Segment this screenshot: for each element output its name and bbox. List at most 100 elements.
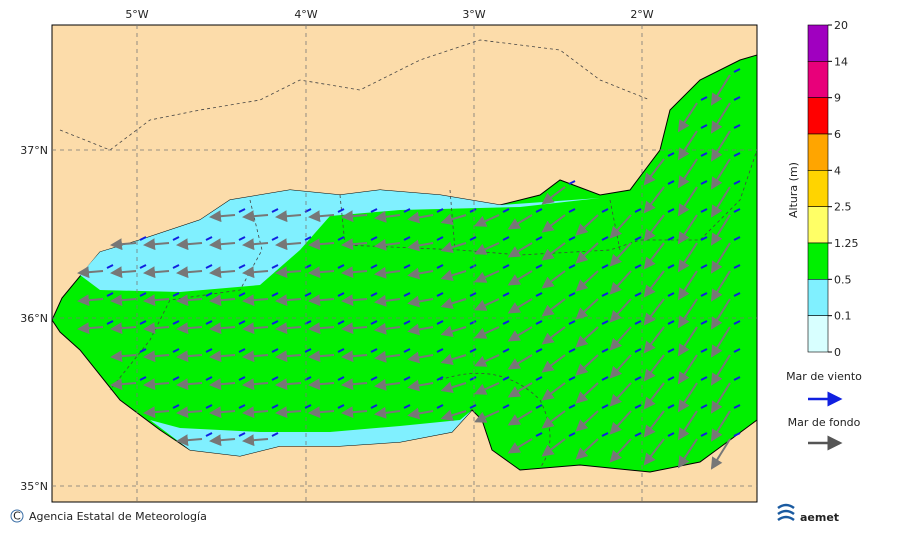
- wind-sea-arrow: [337, 264, 345, 269]
- wind-sea-arrow: [634, 432, 642, 437]
- wind-sea-arrow: [634, 348, 642, 353]
- swell-arrow: [77, 266, 104, 279]
- colorbar-tick-label: 2.5: [834, 201, 852, 214]
- wind-sea-arrow: [271, 376, 279, 381]
- swell-arrow: [275, 350, 302, 363]
- swell-arrow: [677, 214, 698, 245]
- legend-wind-sea: Mar de viento: [786, 370, 862, 383]
- wind-sea-arrow: [667, 376, 675, 381]
- lon-label: 2°W: [630, 8, 653, 21]
- wind-sea-arrow: [502, 320, 510, 325]
- swell-arrow: [209, 238, 236, 251]
- wind-sea-arrow: [469, 320, 477, 325]
- swell-arrow: [308, 294, 335, 307]
- swell-arrow: [440, 213, 467, 226]
- wind-sea-arrow: [667, 152, 675, 157]
- wind-sea-arrow: [469, 236, 477, 241]
- wind-sea-arrow: [370, 236, 378, 241]
- swell-arrow: [710, 242, 731, 274]
- wind-sea-arrow: [733, 208, 741, 213]
- wind-sea-arrow: [502, 208, 510, 213]
- swell-arrow: [440, 297, 467, 310]
- swell-arrow: [242, 266, 269, 279]
- wind-sea-arrow: [205, 348, 213, 353]
- swell-arrow: [242, 238, 269, 251]
- swell-arrow: [677, 410, 698, 441]
- swell-arrow: [374, 266, 401, 279]
- wind-sea-arrow: [568, 208, 576, 213]
- swell-arrow: [575, 438, 599, 460]
- wind-sea-arrow: [403, 404, 411, 409]
- wind-sea-arrow: [370, 208, 378, 213]
- colorbar-bin: [807, 61, 829, 98]
- wind-sea-arrow: [535, 264, 543, 269]
- wind-sea-arrow: [568, 180, 576, 185]
- wind-sea-arrow: [436, 292, 444, 297]
- swell-arrow: [143, 322, 170, 335]
- wind-sea-arrow: [205, 404, 213, 409]
- wind-sea-arrow: [700, 96, 708, 101]
- swell-arrow: [677, 158, 698, 189]
- wind-sea-arrow: [139, 376, 147, 381]
- swell-arrow: [710, 410, 731, 442]
- swell-arrow: [609, 382, 632, 407]
- swell-arrow: [110, 238, 137, 251]
- wind-sea-arrow: [469, 264, 477, 269]
- swell-arrow: [374, 238, 401, 251]
- wind-sea-arrow: [634, 236, 642, 241]
- wind-sea-arrow: [733, 68, 741, 73]
- swell-arrow: [677, 270, 698, 301]
- colorbar-bin: [807, 279, 829, 316]
- lon-label: 3°W: [462, 8, 485, 21]
- swell-arrow: [308, 350, 335, 363]
- wind-sea-arrow: [634, 208, 642, 213]
- swell-arrow: [440, 241, 467, 254]
- colorbar-bin: [807, 133, 829, 171]
- swell-arrow: [710, 102, 731, 134]
- wind-sea-arrow: [271, 208, 279, 213]
- colorbar-tick-label: 6: [834, 128, 841, 141]
- swell-arrow: [275, 406, 302, 419]
- swell-arrow: [242, 406, 269, 419]
- swell-arrow: [242, 322, 269, 335]
- colorbar-tick-label: 0.1: [834, 310, 852, 323]
- swell-arrow: [541, 298, 566, 317]
- wind-sea-arrow: [370, 404, 378, 409]
- credit: Agencia Estatal de Meteorología: [29, 510, 207, 523]
- colorbar-bin: [807, 24, 829, 62]
- wind-sea-arrow: [667, 292, 675, 297]
- swell-arrow: [710, 438, 731, 470]
- lon-label: 5°W: [125, 8, 148, 21]
- wind-sea-arrow: [667, 180, 675, 185]
- wind-sea-arrow: [469, 348, 477, 353]
- swell-arrow: [710, 298, 731, 330]
- swell-arrow: [474, 382, 500, 395]
- swell-arrow: [308, 378, 335, 391]
- wind-sea-arrow: [172, 348, 180, 353]
- swell-arrow: [507, 438, 533, 454]
- wind-sea-arrow: [304, 292, 312, 297]
- wind-sea-arrow: [238, 404, 246, 409]
- swell-arrow: [643, 438, 665, 466]
- swell-arrow: [242, 294, 269, 307]
- wind-sea-arrow: [238, 348, 246, 353]
- wind-sea-arrow: [469, 376, 477, 381]
- swell-arrow: [609, 438, 632, 463]
- swell-arrow: [710, 74, 731, 106]
- wind-sea-arrow: [502, 292, 510, 297]
- swell-arrow: [541, 326, 566, 345]
- wind-sea-arrow: [337, 236, 345, 241]
- wind-sea-arrow: [139, 264, 147, 269]
- wind-sea-arrow: [106, 292, 114, 297]
- swell-arrow: [507, 326, 533, 342]
- swell-arrow: [176, 322, 203, 335]
- wind-sea-arrow: [700, 208, 708, 213]
- swell-arrow: [440, 409, 467, 422]
- wind-sea-arrow: [304, 348, 312, 353]
- wind-sea-arrow: [502, 348, 510, 353]
- swell-arrow: [242, 210, 269, 223]
- wind-sea-arrow: [337, 320, 345, 325]
- wind-sea-arrow: [337, 208, 345, 213]
- wind-sea-arrow: [139, 348, 147, 353]
- wind-sea-arrow: [337, 404, 345, 409]
